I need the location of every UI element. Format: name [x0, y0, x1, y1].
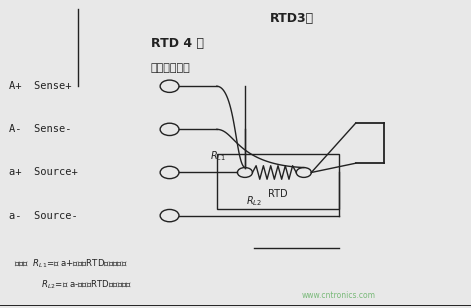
Text: www.cntronics.com: www.cntronics.com — [302, 291, 376, 300]
Text: $R_{L2}$=从 a-端子到RTD的导线电阻: $R_{L2}$=从 a-端子到RTD的导线电阻 — [14, 279, 132, 291]
Text: $R_{L2}$: $R_{L2}$ — [246, 194, 262, 208]
Text: RTD3线: RTD3线 — [270, 12, 314, 25]
Text: 注意：  $R_{L1}$=从 a+端子到RTD的导线电阻: 注意： $R_{L1}$=从 a+端子到RTD的导线电阻 — [14, 257, 128, 270]
Text: （精度最高）: （精度最高） — [151, 63, 190, 73]
Text: a+  Source+: a+ Source+ — [9, 168, 78, 177]
Text: $R_{L1}$: $R_{L1}$ — [210, 149, 226, 163]
Text: A+  Sense+: A+ Sense+ — [9, 81, 72, 91]
Bar — [217, 154, 339, 209]
Text: A-  Sense-: A- Sense- — [9, 124, 72, 134]
Text: RTD 4 线: RTD 4 线 — [151, 37, 204, 50]
Text: a-  Source-: a- Source- — [9, 211, 78, 221]
Text: RTD: RTD — [268, 189, 288, 199]
